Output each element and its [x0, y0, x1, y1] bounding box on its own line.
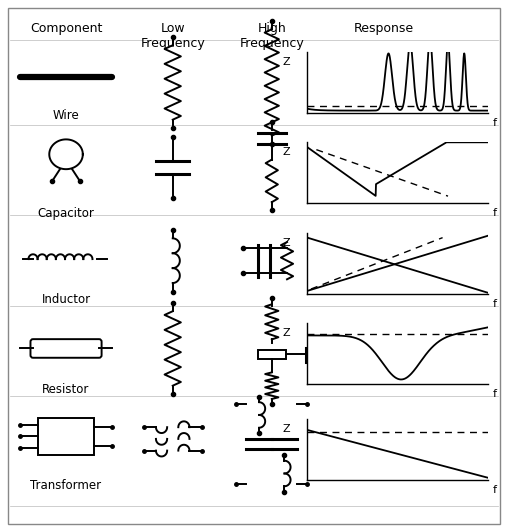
Text: Resistor: Resistor: [42, 383, 90, 396]
Text: Z: Z: [282, 57, 290, 66]
Bar: [38, 418, 94, 455]
Text: Z: Z: [282, 147, 290, 157]
Text: Transformer: Transformer: [30, 479, 102, 492]
Text: Response: Response: [354, 22, 414, 35]
Text: f: f: [493, 299, 497, 309]
Text: f: f: [493, 389, 497, 399]
Text: Z: Z: [282, 238, 290, 247]
Text: Component: Component: [30, 22, 102, 35]
Text: Wire: Wire: [53, 109, 79, 122]
Text: f: f: [493, 209, 497, 218]
Bar: [258, 350, 286, 359]
Text: High
Frequency: High Frequency: [239, 22, 304, 51]
Text: f: f: [493, 118, 497, 128]
Text: Inductor: Inductor: [42, 293, 90, 305]
Text: Capacitor: Capacitor: [38, 207, 94, 220]
Text: Z: Z: [282, 328, 290, 338]
Text: Z: Z: [282, 424, 290, 434]
Text: Low
Frequency: Low Frequency: [140, 22, 205, 51]
Text: f: f: [493, 485, 497, 495]
